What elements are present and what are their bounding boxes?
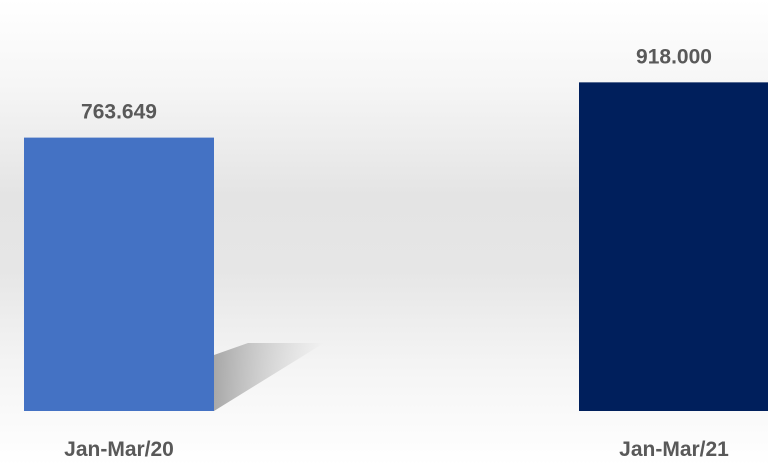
value-label: 918.000 [636,45,712,68]
bar-shadow [214,343,324,411]
bar-1 [24,137,214,412]
category-labels-group: Jan-Mar/20 Jan-Mar/21 [64,438,729,461]
value-label: 763.649 [81,101,157,124]
bars-group [24,82,768,412]
category-label: Jan-Mar/21 [619,438,729,461]
bar-2 [579,82,768,411]
category-label: Jan-Mar/20 [64,438,174,461]
value-labels-group: 763.649 918.000 [81,45,712,123]
bar-shadows [214,343,324,411]
